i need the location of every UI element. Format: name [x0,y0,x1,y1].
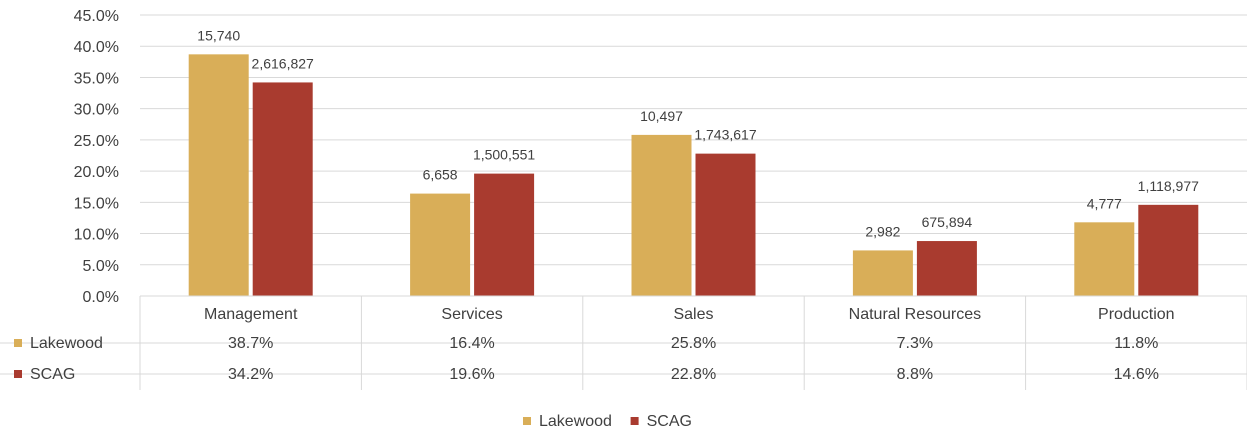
bar-lakewood [188,54,249,297]
table-cell: 16.4% [449,335,494,352]
table-cell: 34.2% [228,366,273,383]
bar-count-label: 1,500,551 [473,147,535,163]
legend-label: Lakewood [539,413,612,430]
table-series-name: Lakewood [30,335,103,352]
legend-label: SCAG [647,413,692,430]
category-label: Sales [673,306,713,323]
category-label: Services [441,306,502,323]
bar-count-label: 2,982 [865,223,900,239]
table-cell: 22.8% [671,366,716,383]
table-cell: 8.8% [897,366,933,383]
bar-scag [252,82,313,296]
table-cell: 11.8% [1114,335,1158,352]
table-cell: 7.3% [897,335,933,352]
y-tick-label: 0.0% [83,289,119,306]
bar-count-label: 1,743,617 [694,127,756,143]
category-label: Production [1098,306,1175,323]
table-cell: 19.6% [449,366,494,383]
bar-count-label: 10,497 [640,108,683,124]
y-tick-label: 10.0% [74,227,119,244]
table-cell: 38.7% [228,335,273,352]
bar-scag [916,241,977,296]
table-legend-key [14,370,22,378]
bar-count-label: 15,740 [197,27,240,43]
y-tick-label: 40.0% [74,39,119,56]
table-cell: 14.6% [1114,366,1159,383]
table-legend-key [14,339,22,347]
legend-key [630,417,639,425]
bar-lakewood [852,250,913,296]
y-tick-label: 5.0% [83,258,119,275]
bar-count-label: 675,894 [922,214,973,230]
y-tick-label: 15.0% [74,195,119,212]
bar-scag [1138,204,1199,296]
y-tick-label: 45.0% [74,8,119,25]
category-label: Management [204,306,298,323]
bar-lakewood [631,134,692,296]
bar-lakewood [1074,222,1135,296]
bar-count-label: 1,118,977 [1138,178,1199,194]
table-cell: 25.8% [671,335,716,352]
y-tick-label: 30.0% [74,102,119,119]
legend-key [523,417,531,425]
bar-scag [474,173,535,296]
bar-count-label: 2,616,827 [252,55,314,71]
table-series-name: SCAG [30,366,75,383]
bar-count-label: 4,777 [1087,195,1122,211]
bar-count-label: 6,658 [423,167,458,183]
category-label: Natural Resources [849,306,982,323]
y-tick-label: 35.0% [74,70,119,87]
bar-lakewood [410,193,471,296]
y-tick-label: 20.0% [74,164,119,181]
y-tick-label: 25.0% [74,133,119,150]
bar-scag [695,153,756,296]
